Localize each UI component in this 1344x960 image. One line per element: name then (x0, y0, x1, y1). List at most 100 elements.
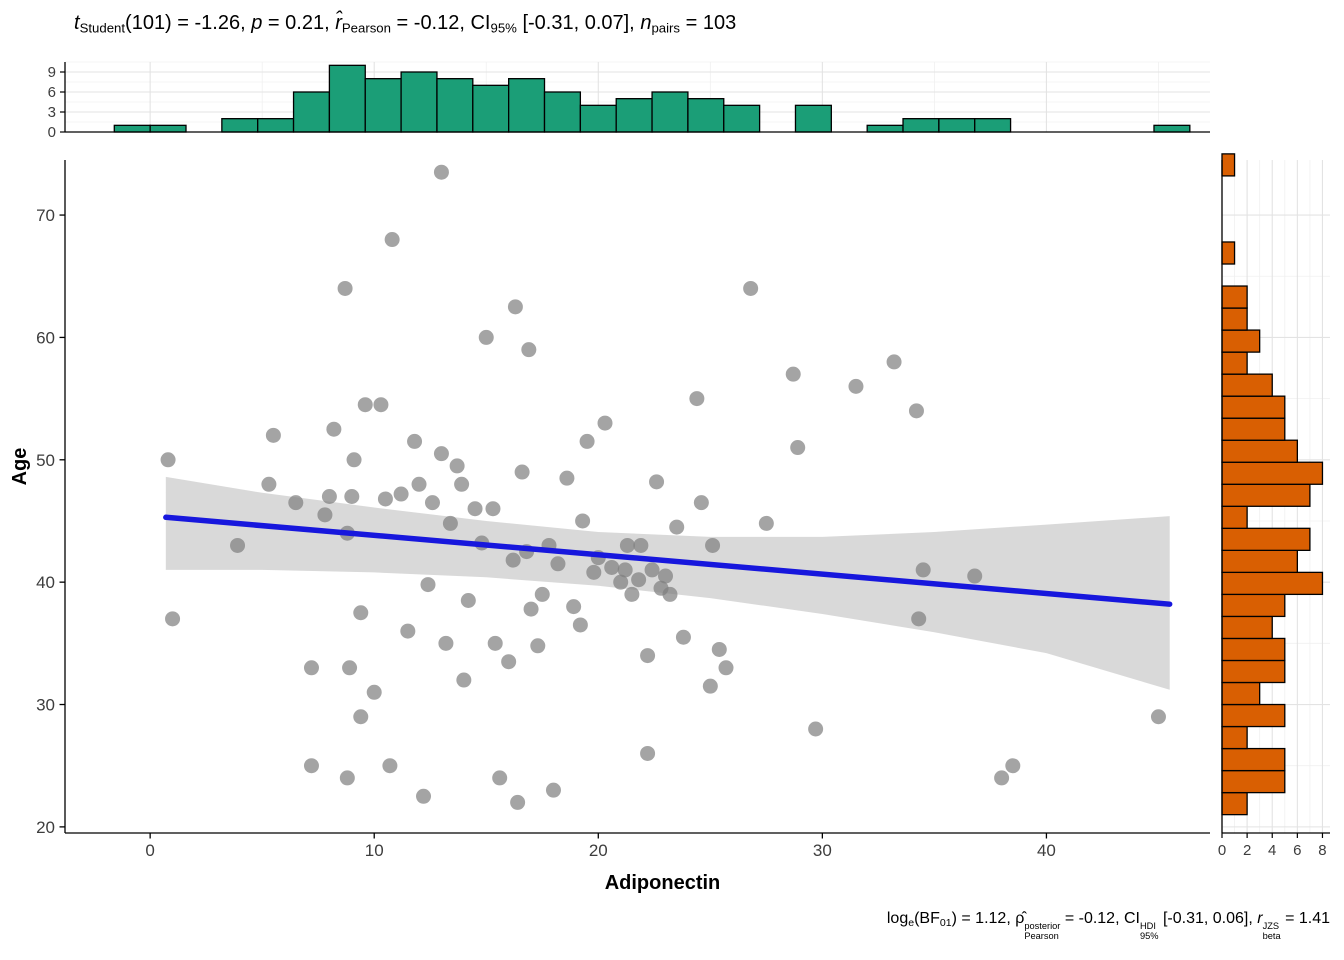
scatter-point (545, 782, 561, 798)
scatter-point (344, 489, 360, 504)
scatter-point (456, 672, 472, 688)
top-hist-tick-label: 0 (48, 124, 56, 141)
stat-supsub: HDI 95% (1140, 921, 1159, 942)
top-histogram-bar (723, 104, 761, 133)
chart-caption: loge(BF01) = 1.12, ρ̂ posterior Pearson = … (887, 910, 1330, 942)
top-histogram-bar (472, 84, 510, 133)
scatter-point (487, 635, 503, 651)
right-histogram-bar (1221, 439, 1298, 463)
scatter-point (559, 470, 575, 486)
scatter-point (303, 758, 319, 774)
top-histogram-bar (436, 78, 474, 133)
right-histogram-bar (1221, 593, 1286, 618)
text-segment: 01 (939, 916, 952, 929)
sup-text: HDI (1139, 920, 1156, 931)
top-histogram-bar (149, 124, 187, 133)
scatter-point (442, 515, 458, 531)
scatter-point (994, 770, 1010, 786)
scatter-point (510, 794, 526, 810)
right-hist-tick-label: 8 (1318, 842, 1326, 859)
scatter-point (507, 299, 523, 315)
scatter-point (303, 660, 319, 676)
scatter-points (160, 164, 1166, 810)
scatter-point (424, 495, 440, 511)
scatter-point (353, 605, 369, 621)
x-tick-label: 40 (1037, 841, 1056, 860)
x-axis-title: Adiponectin (605, 872, 721, 894)
top-histogram-bar (794, 104, 832, 133)
scatter-point (550, 556, 566, 572)
scatter-point (288, 495, 304, 511)
stat-supsub: JZS beta (1263, 921, 1281, 942)
scatter-point (411, 476, 427, 492)
scatter-point (689, 391, 705, 407)
scatter-point (377, 491, 393, 507)
y-tick-label: 40 (36, 573, 55, 592)
top-histogram-bar (292, 91, 331, 133)
scatter-point (915, 562, 931, 578)
scatter-point (785, 366, 801, 382)
right-histogram-bar (1221, 659, 1286, 684)
scatter-point (384, 232, 400, 248)
y-tick-label: 70 (36, 206, 55, 225)
scatter-point (718, 660, 734, 676)
top-histogram-bar (221, 118, 259, 133)
scatter-point (644, 562, 660, 578)
scatter-point (523, 601, 539, 617)
text-segment: ρ̂ (1015, 910, 1025, 927)
scatter-point (613, 574, 629, 590)
text-segment: pairs (651, 20, 681, 36)
y-tick-label: 50 (36, 451, 55, 470)
scatter-point (633, 537, 649, 553)
scatter-point (908, 403, 924, 419)
top-histogram-bar (257, 118, 295, 133)
scatter-point (758, 515, 774, 531)
scatter-point (534, 586, 550, 602)
top-histogram-bar (543, 91, 582, 133)
scatter-point (326, 421, 342, 437)
axis-lines (64, 62, 1330, 834)
scatter-point (658, 568, 674, 584)
scatter-point (566, 599, 582, 615)
scatter-point (575, 513, 591, 529)
top-histogram-bar (974, 118, 1012, 133)
right-hist-tick-label: 2 (1243, 842, 1251, 859)
scatter-point (1150, 709, 1166, 725)
right-histogram-bar (1221, 285, 1248, 309)
scatter-point (505, 552, 521, 568)
scatter-point (478, 329, 494, 345)
scatter-point (433, 164, 449, 180)
top-histogram-bar (113, 124, 151, 133)
text-segment: = -0.12, CI (390, 12, 491, 34)
y-axis: 20 30 40 50 60 70 (36, 206, 65, 837)
right-histogram-bar (1221, 505, 1248, 529)
scatter-point (521, 342, 537, 358)
scatter-point (617, 562, 633, 578)
scatter-point (669, 519, 685, 535)
scatter-point (460, 593, 476, 609)
scatter-point (1005, 758, 1021, 774)
scatter-point (321, 489, 337, 504)
right-histogram-bar (1221, 615, 1273, 640)
scatter-point (631, 572, 647, 588)
scatter-point (492, 770, 508, 786)
scatter-point (693, 495, 709, 511)
text-segment: p (251, 12, 263, 34)
top-histogram-bar (1153, 124, 1191, 133)
text-segment: (BF (914, 910, 940, 927)
right-histogram-bar (1221, 725, 1248, 750)
scatter-point (160, 452, 176, 468)
right-histogram-bar (1221, 747, 1286, 772)
text-segment: e (908, 916, 915, 929)
x-tick-label: 20 (589, 841, 608, 860)
x-axis: 0 10 20 30 40 (145, 833, 1056, 860)
scatter-point (790, 440, 806, 456)
right-histogram-bar (1221, 461, 1324, 485)
scatter-point (357, 397, 373, 413)
scatter-point (449, 458, 465, 474)
scatter-point (339, 770, 355, 786)
scatter-point (911, 611, 927, 627)
right-histogram-bar (1221, 329, 1261, 353)
scatter-point (967, 568, 983, 584)
